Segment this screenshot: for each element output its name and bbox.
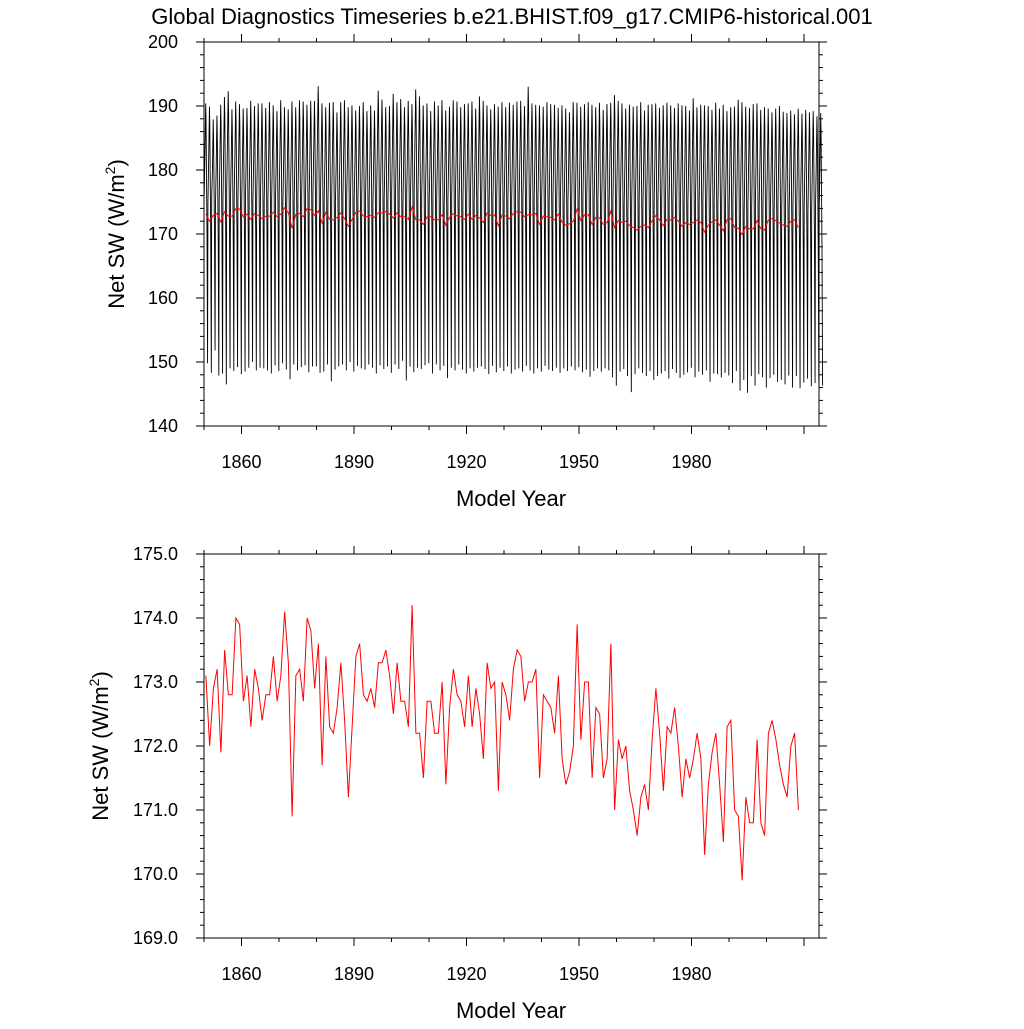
top-y-tick-label: 150 (148, 352, 178, 372)
top-series-red (205, 205, 799, 236)
bottom-y-tick-label: 171.0 (133, 800, 178, 820)
top-x-tick-label: 1920 (446, 452, 486, 472)
top-y-tick-label: 190 (148, 96, 178, 116)
top-monthly-series-line (203, 86, 824, 393)
bottom-series-red (205, 605, 799, 881)
bottom-x-tick-label: 1860 (221, 964, 261, 984)
top-x-axis-label: Model Year (456, 486, 566, 511)
bottom-y-axis-label: Net SW (W/m2) (86, 671, 113, 821)
top-annual-mean-line (205, 205, 799, 236)
top-y-tick-label: 140 (148, 416, 178, 436)
bottom-y-tick-label: 169.0 (133, 928, 178, 948)
bottom-x-tick-label: 1920 (446, 964, 486, 984)
chart-title: Global Diagnostics Timeseries b.e21.BHIS… (151, 4, 872, 29)
top-y-label-close: ) (104, 159, 129, 166)
top-y-tick-label: 200 (148, 32, 178, 52)
bottom-y-label-main: Net SW (W/m (88, 686, 113, 820)
top-y-tick-label: 160 (148, 288, 178, 308)
top-y-label-sup: 2 (102, 166, 118, 174)
top-series-black (203, 86, 824, 393)
bottom-y-tick-label: 172.0 (133, 736, 178, 756)
bottom-y-tick-label: 173.0 (133, 672, 178, 692)
bottom-y-tick-label: 170.0 (133, 864, 178, 884)
top-x-tick-label: 1890 (334, 452, 374, 472)
top-plot-frame (203, 41, 820, 427)
panel-bottom: 1860 1890 1920 1950 1980 169.0 170.0 171.0 172.0… (86, 544, 827, 1023)
top-axis-ticks: 1860 1890 1920 1950 1980 140 150 160 170 180 190 20… (148, 32, 827, 472)
top-y-axis-label: Net SW (W/m2) (102, 159, 129, 309)
top-y-label-main: Net SW (W/m (104, 174, 129, 308)
bottom-x-tick-label: 1890 (334, 964, 374, 984)
top-x-tick-label: 1950 (559, 452, 599, 472)
bottom-plot-frame (203, 553, 820, 939)
bottom-x-tick-label: 1950 (559, 964, 599, 984)
bottom-axis-ticks: 1860 1890 1920 1950 1980 169.0 170.0 171.0 172.0… (133, 544, 827, 984)
bottom-y-tick-label: 175.0 (133, 544, 178, 564)
bottom-x-axis-label: Model Year (456, 998, 566, 1023)
bottom-y-tick-label: 174.0 (133, 608, 178, 628)
bottom-y-label-close: ) (88, 671, 113, 678)
top-x-tick-label: 1980 (671, 452, 711, 472)
bottom-annual-mean-line (205, 605, 799, 881)
top-y-tick-label: 170 (148, 224, 178, 244)
top-x-tick-label: 1860 (221, 452, 261, 472)
panel-top: 1860 1890 1920 1950 1980 140 150 160 170 180 190 20… (102, 32, 827, 511)
top-y-tick-label: 180 (148, 160, 178, 180)
bottom-x-tick-label: 1980 (671, 964, 711, 984)
bottom-y-label-sup: 2 (86, 678, 102, 686)
